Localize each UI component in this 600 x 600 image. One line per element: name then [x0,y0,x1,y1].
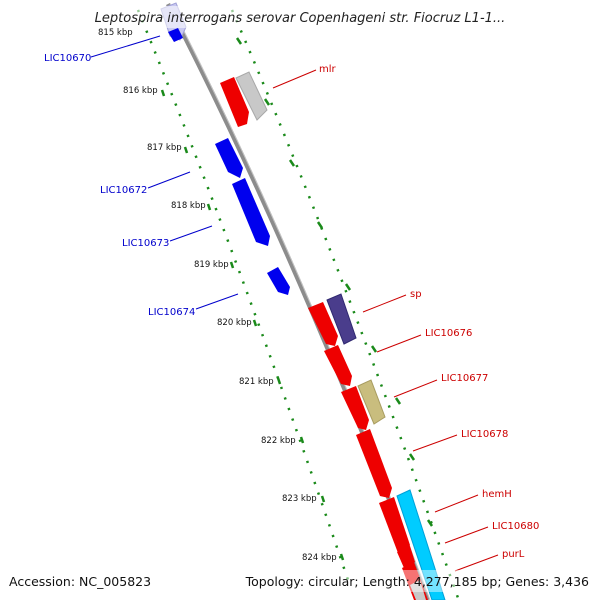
tick-label: 816 kbp [123,86,158,96]
title-backdrop [70,6,530,28]
leader-line [434,494,479,513]
tick-label: 815 kbp [98,28,133,38]
gene-label-lic10673[interactable]: LIC10673 [122,238,169,249]
major-ticks-left [160,89,345,561]
gene-label-sp[interactable]: sp [410,289,422,300]
leader-line [376,334,422,353]
gene-arrow-lic10677[interactable] [341,386,369,430]
gene-arrow-lic10670-core [168,28,183,42]
leader-line [195,293,239,310]
leader-line [272,69,317,89]
gene-arrow-hemh-cyan [396,489,446,600]
tick-label: 824 kbp [302,553,337,563]
right-tick-track [230,9,460,599]
tick-label: 817 kbp [147,143,182,153]
gene-label-lic10677[interactable]: LIC10677 [441,373,488,384]
gene-label-lic10680[interactable]: LIC10680 [492,521,539,532]
right-gene-labels: mlr sp LIC10676 LIC10677 LIC10678 hemH L… [272,64,539,572]
leader-line [90,35,161,58]
leader-line [412,434,458,452]
gene-arrow-sp-purple [326,293,357,345]
gene-label-mlr[interactable]: mlr [319,64,337,75]
gene-arrow-sp[interactable] [308,302,338,346]
gene-arrow-lic10672[interactable] [232,178,270,246]
gene-arrow-lic10672-small[interactable] [215,138,243,178]
gene-arrow-lic10680[interactable] [397,546,415,568]
map-title: Leptospira interrogans serovar Copenhage… [95,11,506,26]
gene-label-lic10676[interactable]: LIC10676 [425,328,472,339]
right-strand-genes [220,71,446,600]
major-ticks-right [235,37,434,527]
tick-label: 819 kbp [194,260,229,270]
tick-label: 818 kbp [171,201,206,211]
gene-arrow-hemh[interactable] [379,497,410,555]
gene-arrow-lic10674[interactable] [267,267,290,295]
gene-label-purl[interactable]: purL [502,549,525,560]
tick-label: 823 kbp [282,494,317,504]
leader-line [444,526,489,544]
gene-arrow-mlr[interactable] [220,77,249,127]
leader-line [147,171,191,189]
gene-arrow-purl-grey [410,580,426,600]
gene-label-lic10672[interactable]: LIC10672 [100,185,147,196]
gene-label-lic10670[interactable]: LIC10670 [44,53,91,64]
leader-line [393,379,438,398]
gene-arrow-lic10678[interactable] [356,429,392,498]
leader-line [362,294,407,313]
left-gene-labels: LIC10670 LIC10672 LIC10673 LIC10674 [44,35,239,318]
genome-summary-text: Topology: circular; Length: 4,277,185 bp… [245,574,589,589]
gene-arrow-mlr-grey [235,71,268,121]
tick-label: 821 kbp [239,377,274,387]
gene-arrow-lic10676[interactable] [324,345,352,386]
gene-label-lic10674[interactable]: LIC10674 [148,307,195,318]
kbp-labels: 815 kbp 816 kbp 817 kbp 818 kbp 819 kbp … [98,28,337,563]
gene-arrow-lic10677-olive [357,379,386,425]
accession-text: Accession: NC_005823 [9,574,151,589]
footer-backdrop [0,570,600,592]
tick-label: 820 kbp [217,318,252,328]
tick-label: 822 kbp [261,436,296,446]
gene-label-hemh[interactable]: hemH [482,489,512,500]
gene-label-lic10678[interactable]: LIC10678 [461,429,508,440]
leader-line [169,225,213,242]
leader-line [454,554,499,572]
